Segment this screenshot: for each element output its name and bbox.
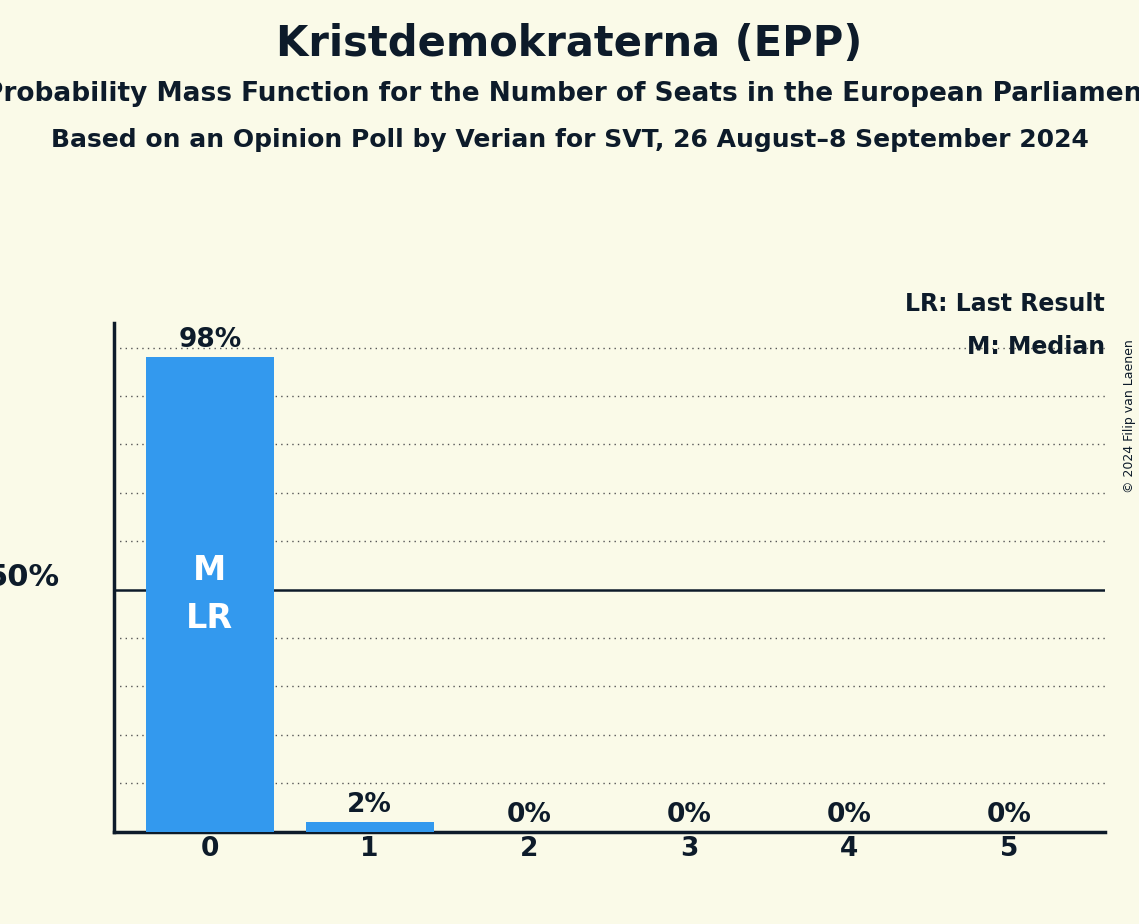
Text: LR: LR bbox=[187, 602, 233, 635]
Text: © 2024 Filip van Laenen: © 2024 Filip van Laenen bbox=[1123, 339, 1136, 492]
Text: 50%: 50% bbox=[0, 563, 59, 592]
Text: 0%: 0% bbox=[507, 802, 552, 828]
Bar bbox=[146, 358, 273, 832]
Bar bbox=[305, 822, 434, 832]
Text: Kristdemokraterna (EPP): Kristdemokraterna (EPP) bbox=[277, 23, 862, 65]
Text: M: Median: M: Median bbox=[967, 334, 1105, 359]
Text: 0%: 0% bbox=[827, 802, 871, 828]
Text: 98%: 98% bbox=[178, 327, 241, 353]
Text: Probability Mass Function for the Number of Seats in the European Parliament: Probability Mass Function for the Number… bbox=[0, 81, 1139, 107]
Text: 0%: 0% bbox=[986, 802, 1032, 828]
Text: 2%: 2% bbox=[347, 792, 392, 818]
Text: Based on an Opinion Poll by Verian for SVT, 26 August–8 September 2024: Based on an Opinion Poll by Verian for S… bbox=[50, 128, 1089, 152]
Text: M: M bbox=[194, 553, 227, 587]
Text: LR: Last Result: LR: Last Result bbox=[906, 292, 1105, 316]
Text: 0%: 0% bbox=[666, 802, 712, 828]
